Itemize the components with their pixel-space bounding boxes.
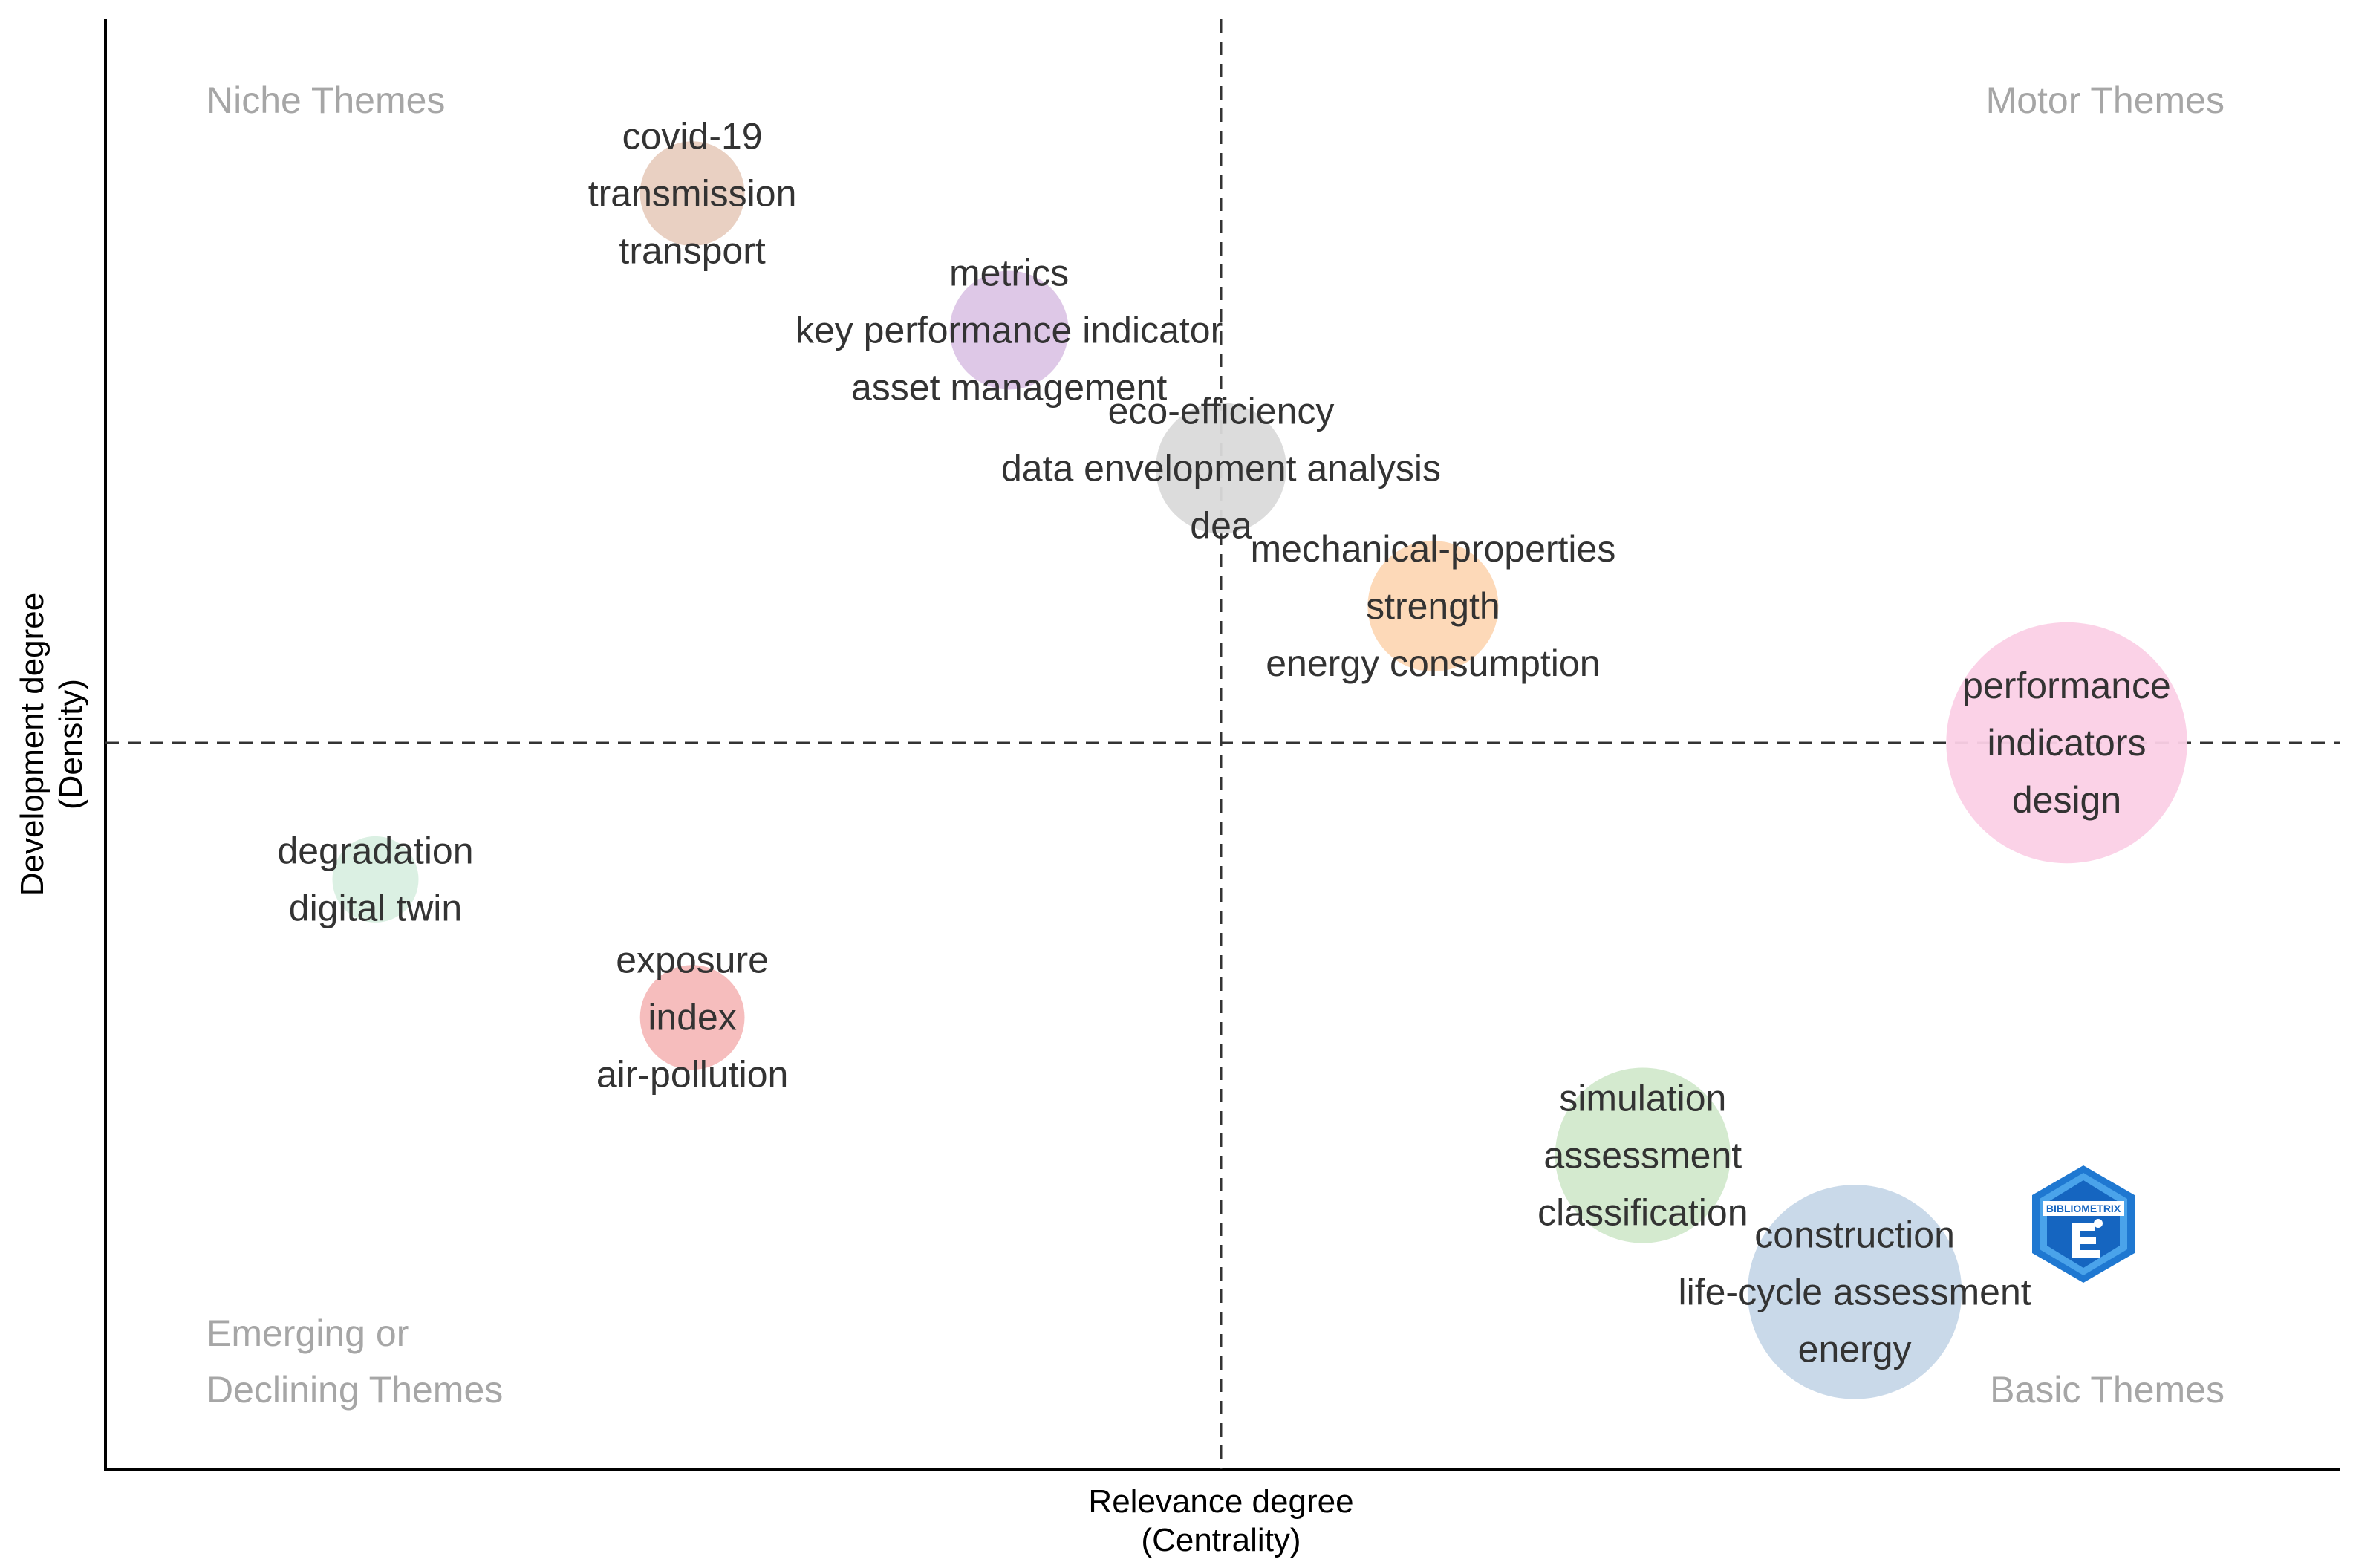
y-axis-title: Development degree <box>14 593 51 896</box>
logo-text: BIBLIOMETRIX <box>2046 1203 2121 1214</box>
cluster-label-simulation-2: classification <box>1537 1192 1748 1234</box>
cluster-label-performance-0: performance <box>1962 665 2171 706</box>
cluster-label-mechanical-properties-0: mechanical-properties <box>1250 528 1615 570</box>
cluster-label-exposure-1: index <box>648 997 737 1038</box>
cluster-label-covid-19-1: transmission <box>588 173 797 215</box>
cluster-label-exposure-2: air-pollution <box>596 1054 788 1096</box>
cluster-label-metrics-2: asset management <box>851 367 1167 409</box>
cluster-label-simulation-0: simulation <box>1559 1078 1726 1119</box>
quadrant-label-motor: Motor Themes <box>1986 79 2225 121</box>
cluster-label-performance-1: indicators <box>1988 722 2147 764</box>
cluster-label-metrics-1: key performance indicator <box>795 310 1223 351</box>
bibliometrix-logo: BIBLIOMETRIX <box>2028 1162 2139 1285</box>
cluster-label-degradation-1: digital twin <box>289 887 462 928</box>
cluster-label-metrics-0: metrics <box>949 253 1069 294</box>
cluster-bubble-simulation <box>1555 1067 1731 1243</box>
quadrant-label-emerging-line2: Declining Themes <box>206 1369 503 1411</box>
cluster-label-construction-0: construction <box>1754 1214 1955 1255</box>
cluster-label-covid-19-2: transport <box>619 230 765 272</box>
cluster-label-covid-19-0: covid-19 <box>622 116 763 157</box>
quadrant-label-emerging-line1: Emerging or <box>206 1312 409 1354</box>
cluster-bubble-metrics <box>949 270 1069 390</box>
y-axis-subtitle: (Density) <box>53 679 89 810</box>
cluster-label-construction-2: energy <box>1798 1328 1912 1370</box>
cluster-label-mechanical-properties-2: energy consumption <box>1266 643 1600 684</box>
cluster-bubble-covid-19 <box>639 141 745 246</box>
cluster-label-construction-1: life-cycle assessment <box>1679 1271 2031 1312</box>
cluster-bubble-performance <box>1946 622 2187 864</box>
cluster-bubble-eco-efficiency <box>1156 403 1286 534</box>
quadrant-label-basic: Basic Themes <box>1990 1369 2225 1411</box>
cluster-label-simulation-1: assessment <box>1543 1135 1742 1177</box>
cluster-label-mechanical-properties-1: strength <box>1366 585 1500 627</box>
label-layer: covid-19 transmission transport metrics key … <box>277 116 2170 1370</box>
cluster-label-eco-efficiency-2: dea <box>1190 504 1252 546</box>
cluster-label-eco-efficiency-0: eco-efficiency <box>1108 390 1335 432</box>
x-axis-subtitle: (Centrality) <box>1141 1522 1301 1558</box>
cluster-bubble-exposure <box>639 965 745 1070</box>
cluster-label-degradation-0: degradation <box>277 830 473 871</box>
cluster-label-exposure-0: exposure <box>616 940 769 981</box>
quadrant-label-niche: Niche Themes <box>206 79 445 121</box>
cluster-label-performance-2: design <box>2012 779 2121 821</box>
cluster-bubble-mechanical-properties <box>1367 541 1499 672</box>
cluster-bubble-construction <box>1747 1185 1962 1399</box>
cluster-label-eco-efficiency-1: data envelopment analysis <box>1001 447 1441 489</box>
cluster-bubble-degradation <box>332 836 419 923</box>
bubble-layer <box>332 141 2187 1399</box>
x-axis-title: Relevance degree <box>1088 1483 1353 1520</box>
